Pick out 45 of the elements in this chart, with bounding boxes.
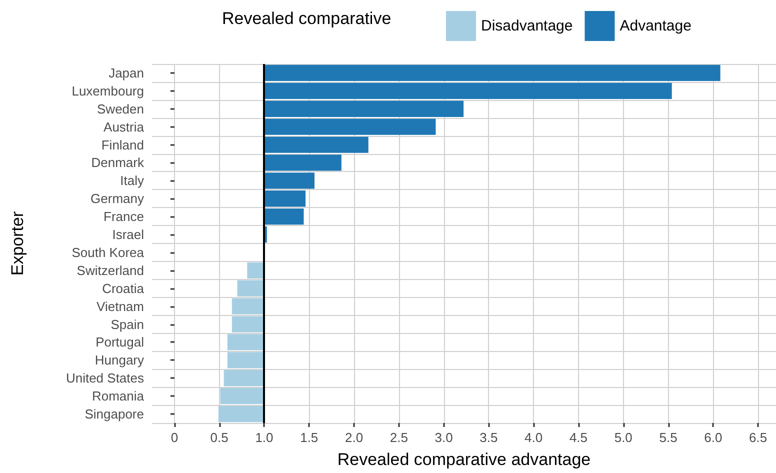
y-tick-label: Sweden: [97, 101, 144, 116]
y-tick-label: Spain: [110, 316, 144, 332]
y-tick-label: Romania: [92, 388, 145, 404]
y-tick-label: Italy: [120, 173, 144, 188]
x-tick-label: 2.0: [344, 430, 364, 445]
legend-title: Revealed comparative: [222, 9, 392, 28]
y-tick-label: France: [104, 209, 144, 224]
y-tick-label: Singapore: [84, 406, 144, 422]
x-tick-label: 4.0: [524, 430, 543, 445]
y-tick-label: Germany: [90, 191, 144, 206]
x-axis-title: Revealed comparative advantage: [337, 450, 591, 469]
y-axis-title: Exporter: [8, 211, 27, 276]
bar: [220, 388, 264, 404]
y-tick-label: Vietnam: [96, 298, 144, 314]
x-tick-label: 5.0: [614, 430, 632, 445]
x-tick-label: 5.5: [659, 430, 678, 445]
x-tick-label: 3.0: [434, 430, 453, 445]
y-tick-label: South Korea: [72, 244, 145, 260]
x-tick-label: 1.0: [255, 430, 274, 445]
x-tick-label: 2.5: [390, 430, 408, 445]
y-tick-label: Switzerland: [76, 262, 144, 278]
y-tick-label: Portugal: [96, 334, 144, 350]
x-tick-label: 1.5: [300, 430, 318, 445]
legend-label: Disadvantage: [481, 18, 573, 34]
x-tick-label: 3.5: [480, 430, 498, 445]
legend-label: Advantage: [620, 18, 692, 34]
x-tick-label: 6.5: [749, 430, 768, 445]
bar: [218, 406, 264, 422]
y-tick-label: Denmark: [91, 155, 144, 170]
x-tick-label: 0.5: [210, 430, 228, 445]
y-tick-label: Israel: [112, 227, 144, 242]
y-tick-label: Austria: [104, 119, 145, 134]
x-tick-label: 6.0: [704, 430, 722, 445]
y-tick-label: Japan: [108, 65, 144, 80]
bar: [264, 208, 304, 225]
y-tick-label: Finland: [101, 137, 144, 152]
x-tick-label: 0: [170, 430, 178, 445]
bar: [247, 262, 264, 279]
y-tick-label: Hungary: [94, 352, 144, 368]
x-tick-label: 4.5: [569, 430, 588, 445]
bar: [264, 64, 720, 82]
y-tick-label: Croatia: [102, 280, 145, 296]
y-tick-label: Luxembourg: [72, 83, 144, 98]
y-tick-label: United States: [66, 370, 144, 386]
bar: [264, 82, 672, 100]
